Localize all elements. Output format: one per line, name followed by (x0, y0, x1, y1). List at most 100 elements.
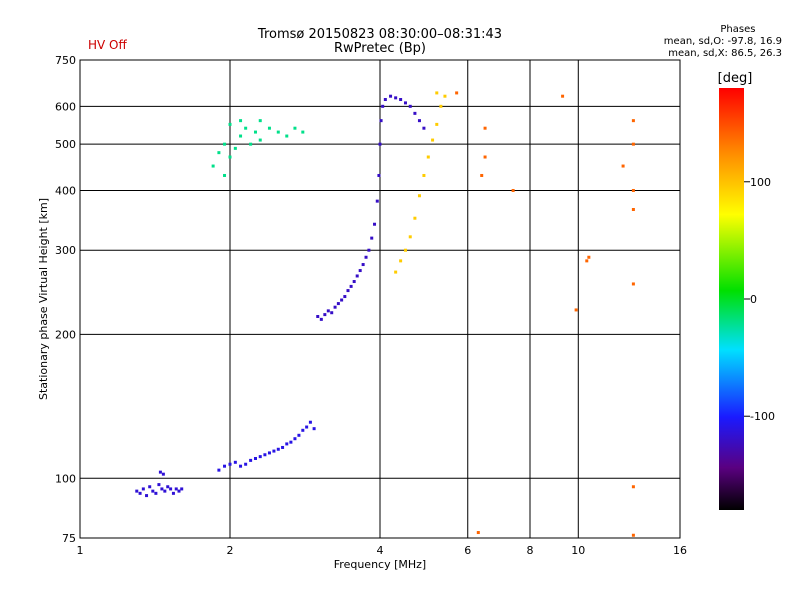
data-point (399, 259, 403, 263)
data-point (379, 119, 383, 123)
data-point (223, 464, 227, 468)
data-point (249, 142, 253, 146)
data-point (631, 533, 635, 537)
data-point (267, 451, 271, 455)
data-point (561, 94, 565, 98)
x-tick-label: 1 (77, 544, 84, 557)
x-tick-label: 6 (464, 544, 471, 557)
data-point (435, 91, 439, 95)
data-point (228, 462, 232, 466)
data-point (346, 289, 350, 293)
data-point (158, 470, 162, 474)
data-point (228, 122, 232, 126)
stats-line-x: mean, sd,X: 86.5, 26.3 (668, 48, 782, 59)
data-point (631, 208, 635, 212)
data-point (343, 295, 347, 299)
data-point (154, 491, 158, 495)
data-point (373, 222, 377, 226)
data-point (169, 487, 173, 491)
data-point (297, 433, 301, 437)
data-point (408, 104, 412, 108)
data-point (301, 130, 305, 134)
data-point (233, 460, 237, 464)
stats-title: Phases (720, 24, 756, 35)
plot-frame (79, 59, 681, 539)
data-point (483, 126, 487, 130)
data-point (378, 142, 382, 146)
data-point (285, 442, 289, 446)
data-point (483, 155, 487, 159)
data-point (272, 449, 276, 453)
data-point (413, 216, 417, 220)
data-point (389, 94, 393, 98)
y-tick-label: 200 (55, 328, 76, 341)
data-point (403, 248, 407, 252)
grid-lines (80, 60, 680, 538)
stats-line-o: mean, sd,O: -97.8, 16.9 (663, 36, 782, 47)
data-point (217, 468, 221, 472)
x-tick-label: 8 (527, 544, 534, 557)
colorbar-ticks: -100 0 100 (744, 176, 775, 423)
data-point (135, 489, 139, 493)
data-point (585, 259, 589, 263)
data-point (244, 126, 248, 130)
data-point (413, 111, 417, 115)
data-point (239, 134, 243, 138)
y-tick-label: 400 (55, 184, 76, 197)
data-point (621, 164, 625, 168)
data-point (336, 302, 340, 306)
y-tick-label: 300 (55, 244, 76, 257)
data-point (408, 235, 412, 239)
data-points (135, 91, 635, 537)
data-point (308, 420, 312, 424)
data-point (228, 155, 232, 159)
data-point (631, 142, 635, 146)
data-point (161, 472, 165, 476)
y-tick-labels: 75 100 200 300 400 500 600 750 (55, 54, 76, 545)
data-point (417, 119, 421, 123)
x-tick-label: 4 (377, 544, 384, 557)
data-point (370, 236, 374, 240)
data-point (431, 138, 435, 142)
data-point (422, 173, 426, 177)
y-tick-label: 75 (62, 532, 76, 545)
data-point (631, 188, 635, 192)
data-point (439, 104, 443, 108)
data-point (258, 119, 262, 123)
data-point (276, 447, 280, 451)
data-point (305, 425, 309, 429)
colorbar-tick-label: 100 (750, 176, 771, 189)
data-point (148, 485, 152, 489)
data-point (333, 305, 337, 309)
data-point (312, 427, 316, 431)
data-point (443, 94, 447, 98)
hv-status-label: HV Off (88, 38, 127, 52)
data-point (631, 282, 635, 286)
data-point (285, 134, 289, 138)
data-point (138, 491, 142, 495)
data-point (166, 485, 170, 489)
data-point (631, 485, 635, 489)
data-point (340, 298, 344, 302)
y-axis-label: Stationary phase Virtual Height [km] (37, 198, 50, 400)
data-point (239, 464, 243, 468)
data-point (211, 164, 215, 168)
data-point (511, 188, 515, 192)
data-point (233, 146, 237, 150)
data-point (403, 101, 407, 105)
data-point (330, 311, 334, 315)
data-point (244, 462, 248, 466)
data-point (171, 491, 175, 495)
data-point (160, 487, 164, 491)
x-tick-label: 2 (227, 544, 234, 557)
data-point (253, 456, 257, 460)
y-tick-label: 600 (55, 100, 76, 113)
data-point (326, 309, 330, 313)
data-point (381, 104, 385, 108)
data-point (239, 119, 243, 123)
data-point (263, 453, 267, 457)
data-point (587, 255, 591, 259)
data-point (377, 173, 381, 177)
data-point (163, 489, 167, 493)
